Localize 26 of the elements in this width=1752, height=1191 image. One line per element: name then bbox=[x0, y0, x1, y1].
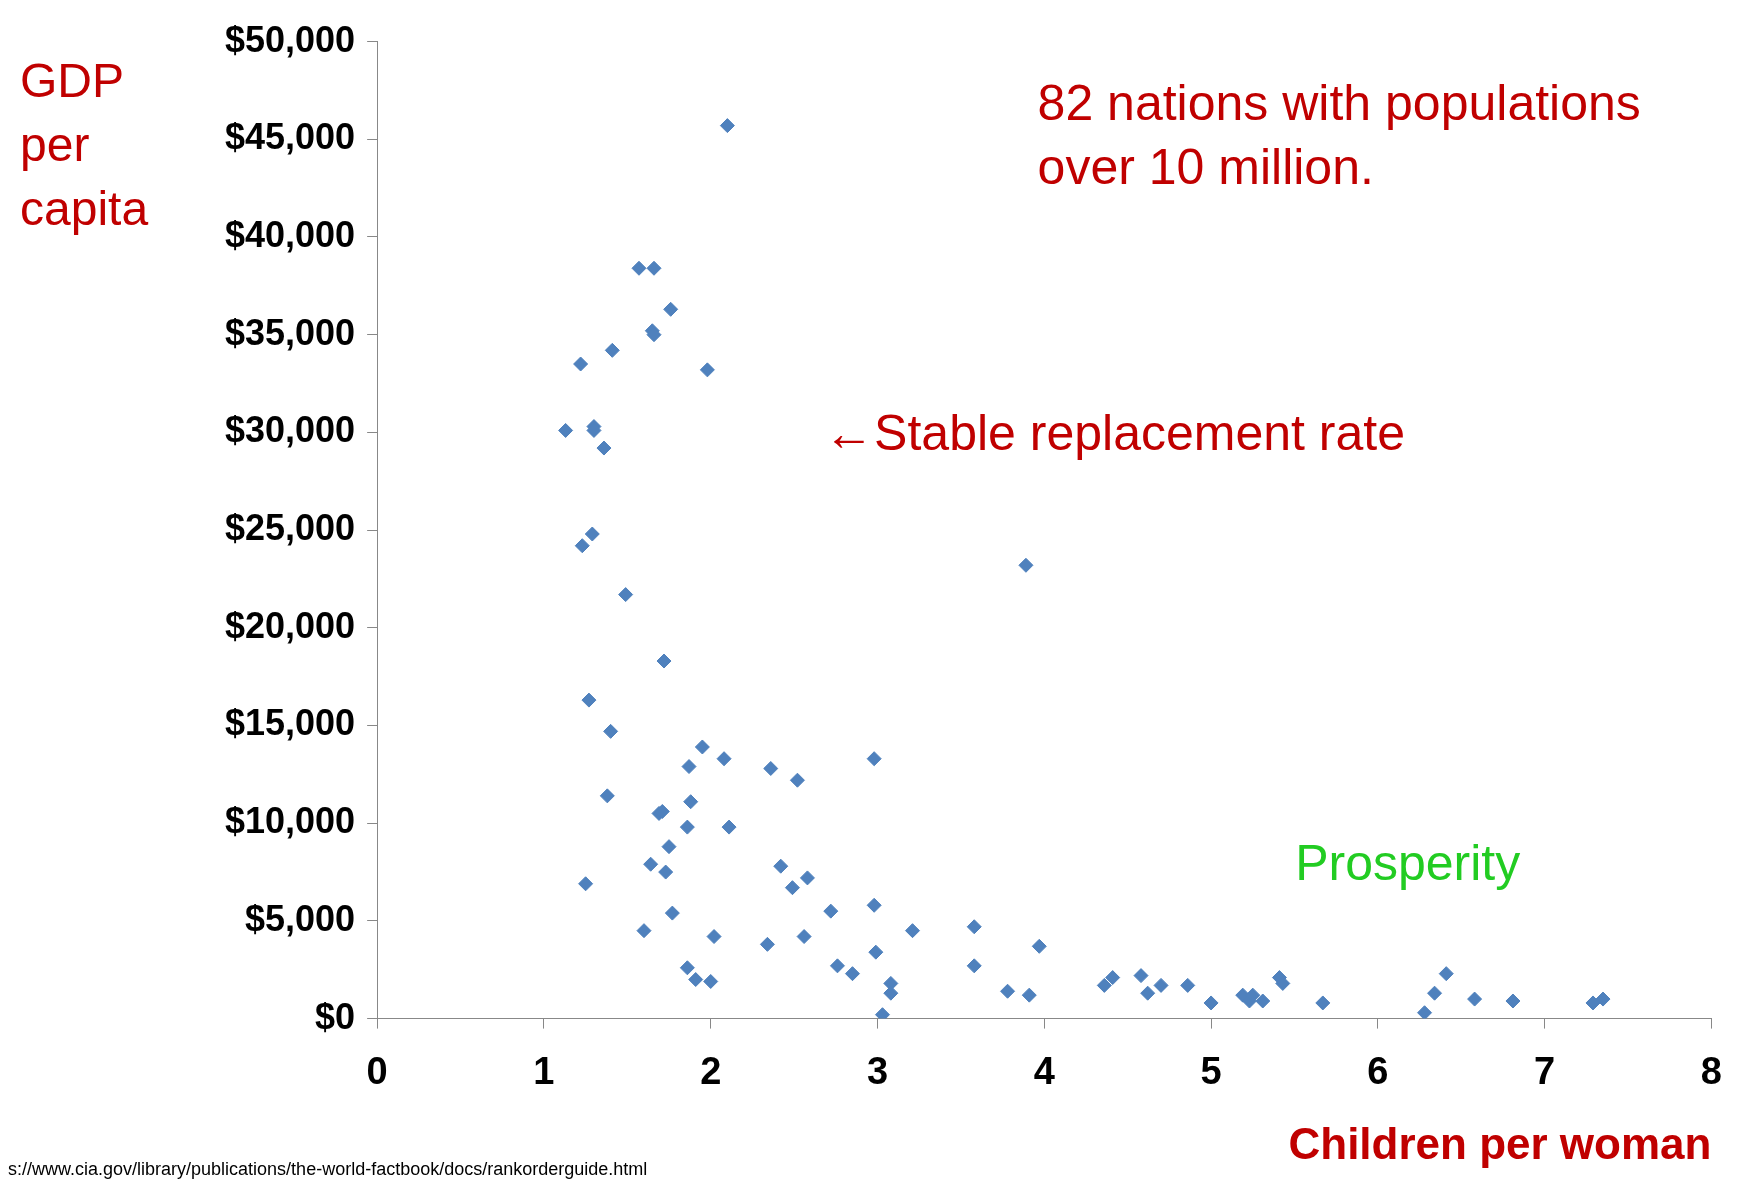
x-tick-label: 1 bbox=[533, 1049, 555, 1092]
y-tick-label: $40,000 bbox=[224, 213, 356, 255]
x-tick-label: 7 bbox=[1534, 1049, 1556, 1092]
x-tick-label: 3 bbox=[866, 1049, 889, 1092]
y-tick-label: $35,000 bbox=[224, 311, 356, 353]
y-tick-label: $45,000 bbox=[224, 116, 356, 158]
x-tick-label: 0 bbox=[366, 1049, 388, 1092]
y-axis-title: GDP per capita bbox=[20, 54, 149, 236]
x-tick-label: 5 bbox=[1200, 1049, 1222, 1092]
annotation: ←Stable replacement rate bbox=[824, 405, 1405, 462]
text: s://www.cia.gov/library/publications/the-world-factbook/docs/rankorderguide.html bbox=[8, 1158, 648, 1179]
annotation: 82 nations with populations over 10 million. bbox=[1037, 75, 1641, 196]
y-tick-label: $25,000 bbox=[224, 507, 356, 549]
y-tick-label: $15,000 bbox=[224, 702, 356, 744]
y-tick-label: $0 bbox=[315, 995, 356, 1037]
x-tick-label: 4 bbox=[1033, 1049, 1055, 1092]
y-tick-label: $50,000 bbox=[224, 18, 356, 60]
y-tick-label: $10,000 bbox=[224, 800, 356, 842]
x-tick-label: 8 bbox=[1700, 1049, 1722, 1092]
annotation: Prosperity bbox=[1295, 835, 1521, 892]
x-tick-label: 2 bbox=[700, 1049, 722, 1092]
y-tick-label: $30,000 bbox=[224, 409, 356, 451]
y-tick-label: $20,000 bbox=[224, 604, 356, 646]
y-tick-label: $5,000 bbox=[245, 897, 356, 939]
x-axis-title: Children per woman bbox=[1288, 1118, 1712, 1168]
x-tick-label: 6 bbox=[1367, 1049, 1389, 1092]
